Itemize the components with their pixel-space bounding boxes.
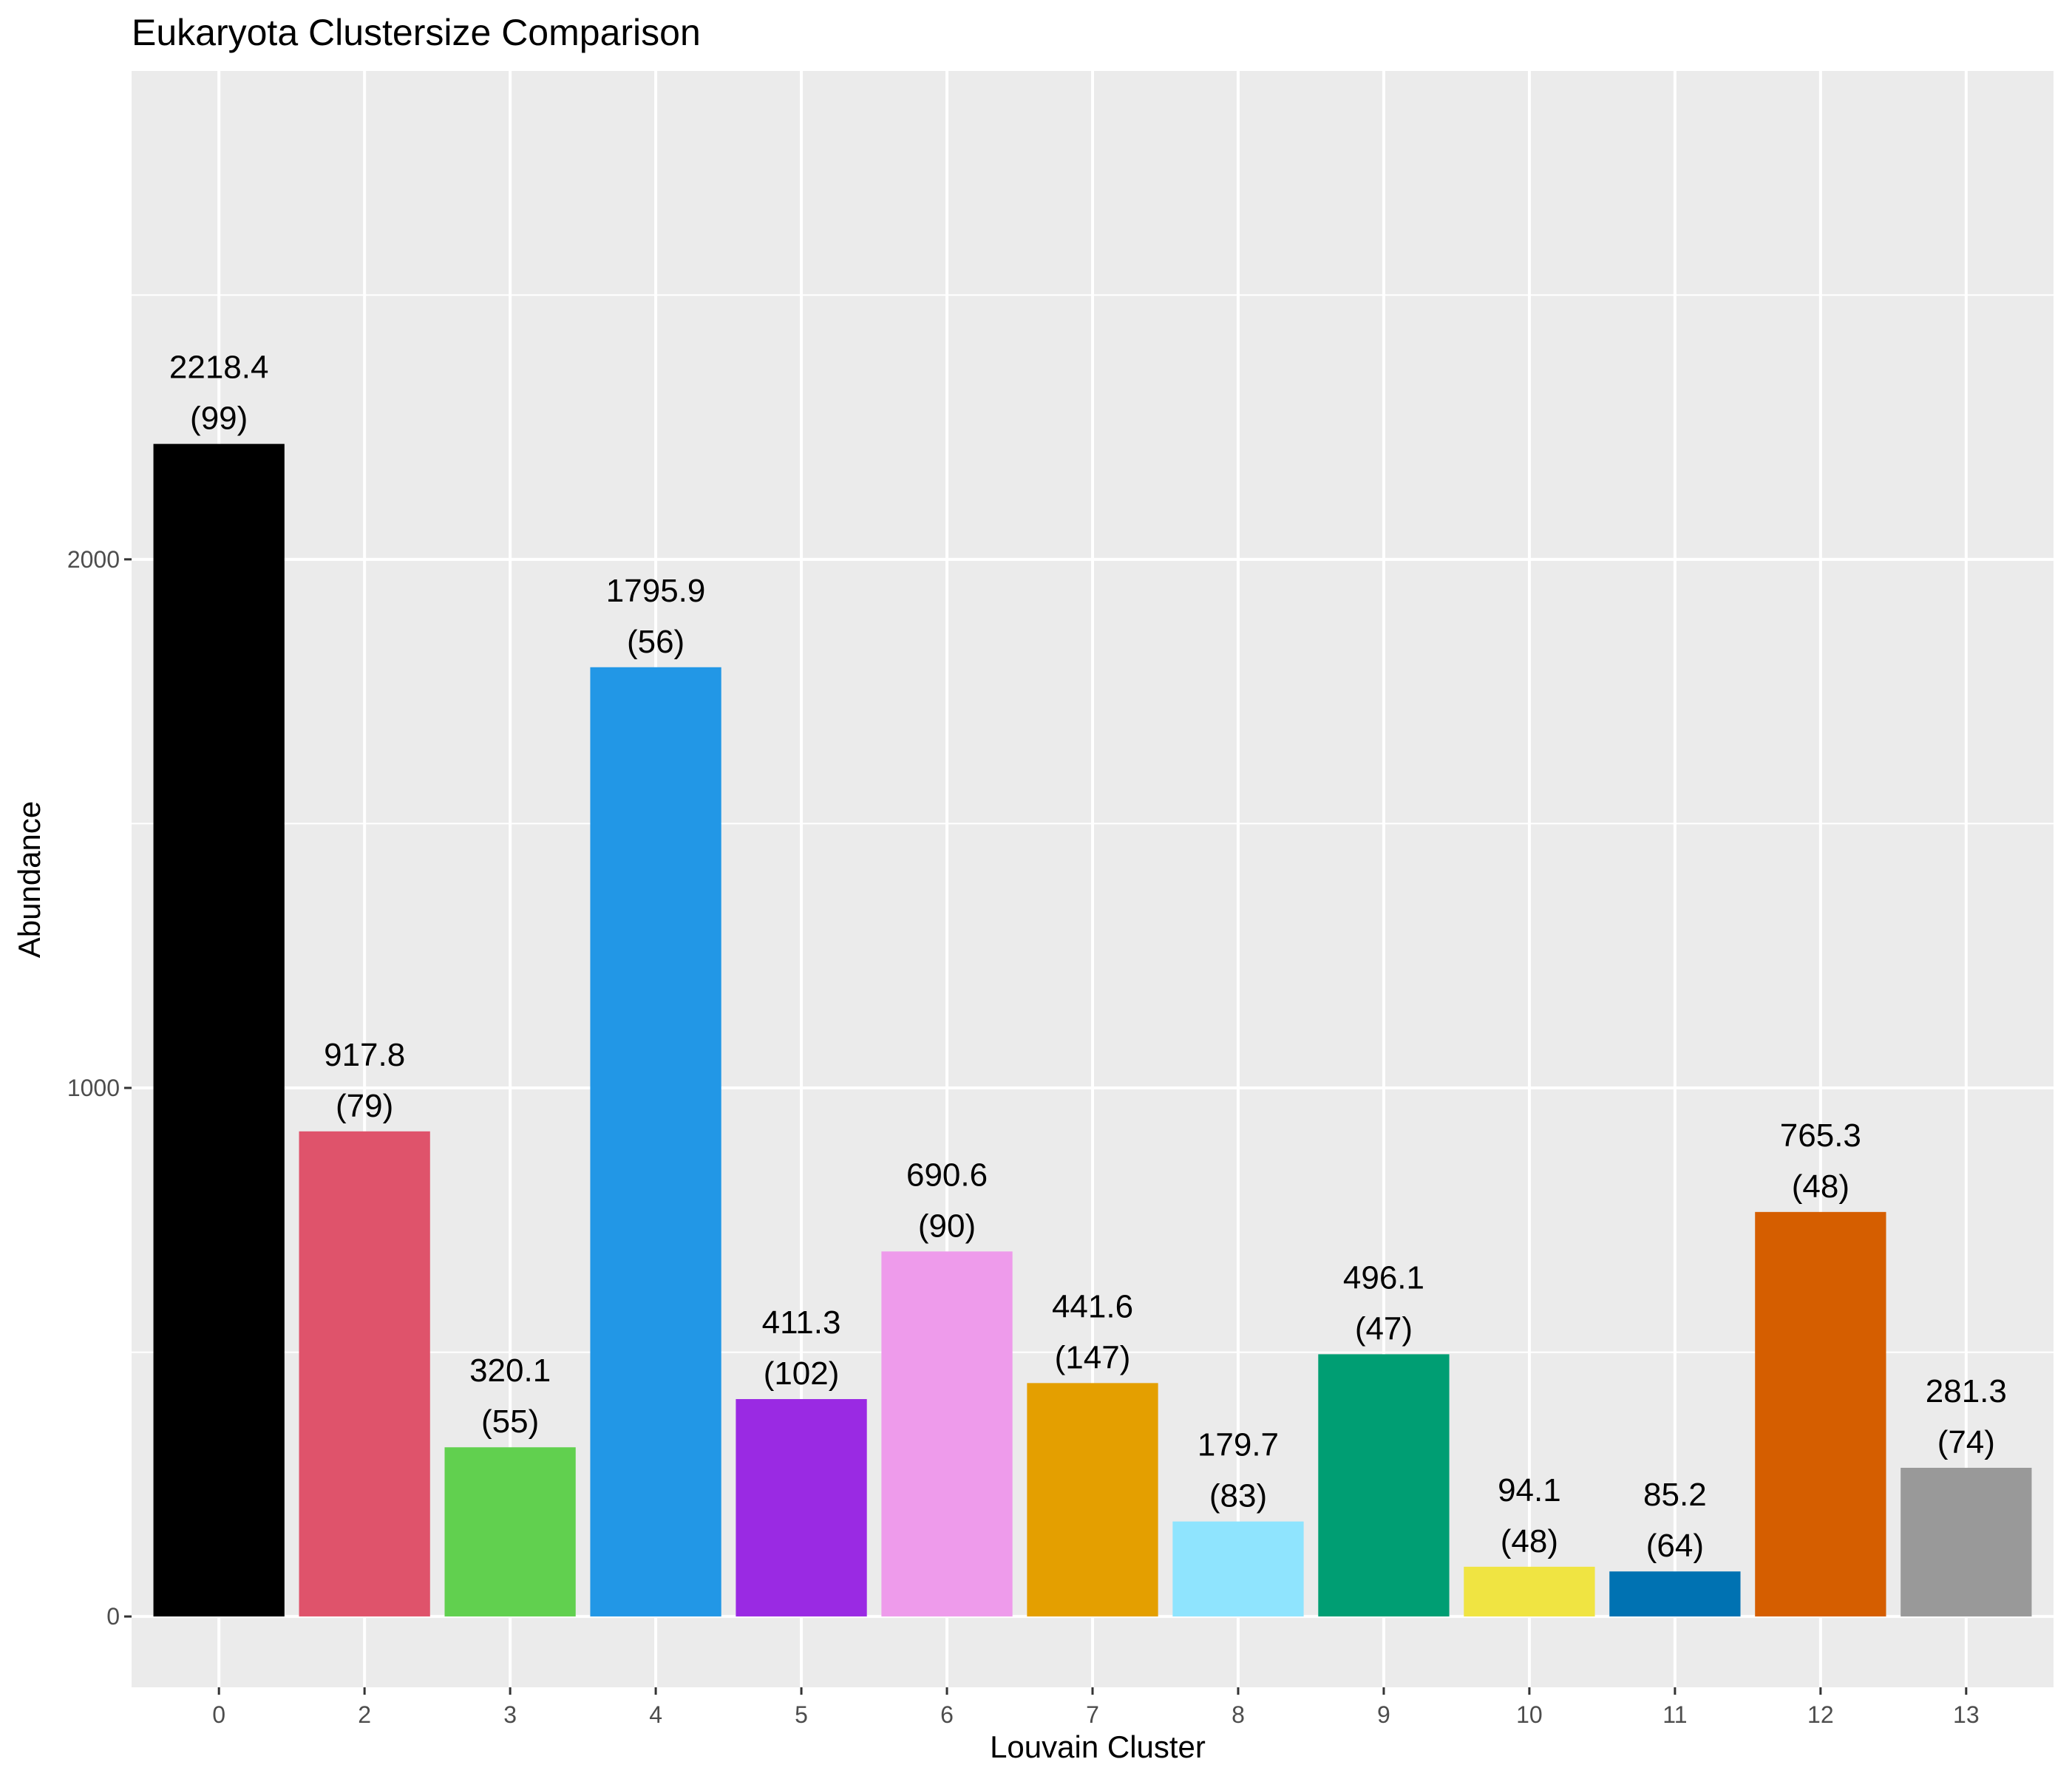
- bar-count-label: (56): [627, 624, 685, 660]
- bar-count-label: (83): [1209, 1478, 1267, 1514]
- x-tick-label: 5: [795, 1701, 808, 1728]
- bar-count-label: (74): [1937, 1424, 1995, 1460]
- x-tick-label: 10: [1516, 1701, 1543, 1728]
- bar-value-label: 2218.4: [169, 350, 269, 386]
- bar-count-label: (99): [190, 401, 248, 437]
- bar-cluster-6: [881, 1251, 1013, 1617]
- x-axis-title: Louvain Cluster: [990, 1729, 1206, 1764]
- bar-value-label: 690.6: [906, 1157, 988, 1193]
- bar-cluster-9: [1318, 1354, 1450, 1617]
- bar-count-label: (55): [481, 1404, 539, 1440]
- bar-count-label: (79): [336, 1088, 393, 1124]
- data-labels: 2218.4 (99) 917.8 (79) 320.1 (55) 1795.9 (56) 41…: [169, 350, 2007, 1565]
- x-tick-label: 9: [1377, 1701, 1390, 1728]
- y-tick-label: 1000: [67, 1075, 120, 1101]
- bar-cluster-3: [444, 1447, 576, 1617]
- y-tick-label: 2000: [67, 546, 120, 573]
- bar-cluster-4: [590, 667, 721, 1617]
- bar-count-label: (147): [1055, 1339, 1131, 1375]
- bar-value-label: 765.3: [1780, 1117, 1861, 1154]
- x-tick-label: 13: [1953, 1701, 1980, 1728]
- bar-count-label: (48): [1501, 1523, 1558, 1559]
- bar-count-label: (90): [918, 1208, 976, 1244]
- bar-value-label: 179.7: [1198, 1427, 1279, 1463]
- x-tick-label: 7: [1086, 1701, 1099, 1728]
- x-tick-label: 8: [1232, 1701, 1245, 1728]
- bar-cluster-8: [1172, 1521, 1304, 1617]
- bar-cluster-5: [736, 1399, 867, 1617]
- bar-count-label: (102): [764, 1355, 840, 1392]
- bar-value-label: 496.1: [1343, 1259, 1424, 1296]
- bar-value-label: 281.3: [1926, 1373, 2007, 1409]
- bar-count-label: (64): [1646, 1528, 1704, 1564]
- bar-value-label: 85.2: [1643, 1477, 1707, 1513]
- bar-cluster-11: [1609, 1571, 1741, 1617]
- x-tick-label: 0: [212, 1701, 225, 1728]
- bars: [153, 443, 2032, 1617]
- x-tick-label: 3: [503, 1701, 517, 1728]
- bar-cluster-13: [1901, 1467, 2032, 1617]
- bar-value-label: 320.1: [469, 1353, 551, 1389]
- bar-count-label: (47): [1355, 1310, 1413, 1347]
- x-tick-label: 11: [1662, 1701, 1687, 1728]
- bar-cluster-7: [1027, 1383, 1158, 1617]
- y-axis-title: Abundance: [12, 801, 47, 959]
- y-tick-label: 0: [106, 1603, 120, 1630]
- x-tick-label: 2: [358, 1701, 371, 1728]
- bar-value-label: 411.3: [762, 1304, 841, 1341]
- bar-cluster-2: [299, 1131, 430, 1617]
- chart-title: Eukaryota Clustersize Comparison: [132, 12, 701, 53]
- bar-value-label: 1795.9: [606, 573, 706, 609]
- bar-cluster-12: [1755, 1211, 1886, 1617]
- bar-value-label: 94.1: [1498, 1472, 1561, 1508]
- bar-value-label: 917.8: [324, 1037, 405, 1073]
- x-tick-label: 4: [649, 1701, 662, 1728]
- bar-count-label: (48): [1792, 1168, 1849, 1205]
- bar-cluster-0: [153, 443, 285, 1617]
- x-tick-label: 12: [1807, 1701, 1834, 1728]
- bar-cluster-10: [1464, 1566, 1595, 1617]
- bar-value-label: 441.6: [1052, 1288, 1133, 1324]
- axes: 0 1000 2000 0 2 3 4 5 6 7 8 9 10 11 12 13: [67, 546, 1980, 1728]
- x-tick-label: 6: [940, 1701, 954, 1728]
